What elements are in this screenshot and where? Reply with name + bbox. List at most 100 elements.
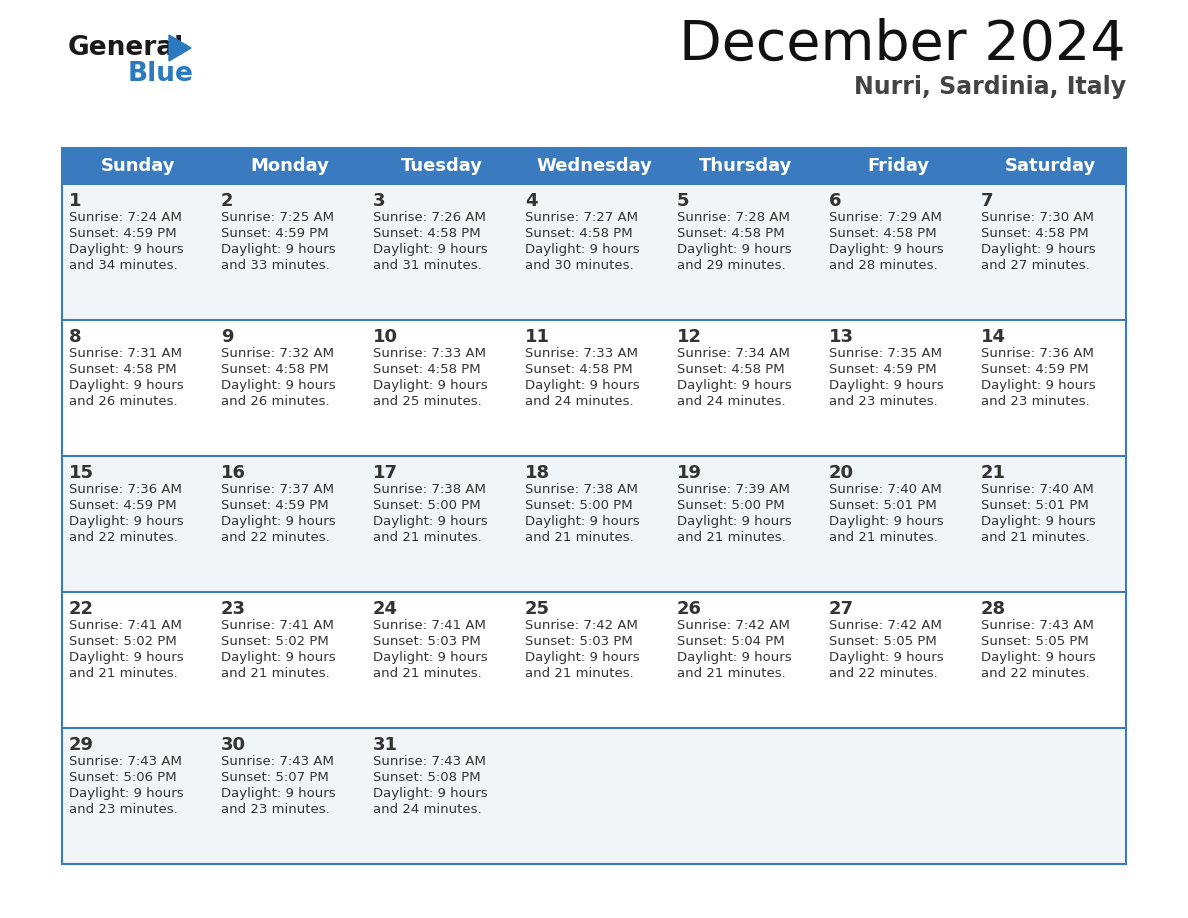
Text: and 26 minutes.: and 26 minutes. [69,395,178,408]
Text: Sunset: 4:58 PM: Sunset: 4:58 PM [69,363,177,376]
Text: and 22 minutes.: and 22 minutes. [981,667,1089,680]
Text: Sunrise: 7:39 AM: Sunrise: 7:39 AM [677,483,790,496]
Polygon shape [169,35,191,61]
Text: Sunset: 5:02 PM: Sunset: 5:02 PM [69,635,177,648]
Text: Thursday: Thursday [700,157,792,175]
Text: Sunset: 4:59 PM: Sunset: 4:59 PM [69,499,177,512]
Text: Daylight: 9 hours: Daylight: 9 hours [829,379,943,392]
Text: Sunset: 5:00 PM: Sunset: 5:00 PM [525,499,633,512]
Text: Sunset: 4:58 PM: Sunset: 4:58 PM [373,363,481,376]
Text: Sunrise: 7:43 AM: Sunrise: 7:43 AM [221,755,334,768]
Text: 11: 11 [525,328,550,346]
Text: 5: 5 [677,192,689,210]
Text: 22: 22 [69,600,94,618]
Text: Daylight: 9 hours: Daylight: 9 hours [373,787,487,800]
Text: Sunset: 4:58 PM: Sunset: 4:58 PM [677,363,784,376]
Text: 23: 23 [221,600,246,618]
Text: Sunset: 4:58 PM: Sunset: 4:58 PM [677,227,784,240]
Text: Sunset: 4:59 PM: Sunset: 4:59 PM [981,363,1088,376]
Text: 24: 24 [373,600,398,618]
Text: Daylight: 9 hours: Daylight: 9 hours [525,379,639,392]
Text: and 30 minutes.: and 30 minutes. [525,259,633,272]
Text: Daylight: 9 hours: Daylight: 9 hours [373,379,487,392]
Text: and 22 minutes.: and 22 minutes. [829,667,937,680]
Text: Daylight: 9 hours: Daylight: 9 hours [677,515,791,528]
Text: Daylight: 9 hours: Daylight: 9 hours [981,243,1095,256]
Text: Sunrise: 7:38 AM: Sunrise: 7:38 AM [525,483,638,496]
Text: Sunrise: 7:42 AM: Sunrise: 7:42 AM [525,619,638,632]
Text: Daylight: 9 hours: Daylight: 9 hours [525,515,639,528]
Text: 21: 21 [981,464,1006,482]
Text: 7: 7 [981,192,993,210]
Text: Sunrise: 7:31 AM: Sunrise: 7:31 AM [69,347,182,360]
Bar [62,456,1126,592]
Text: Daylight: 9 hours: Daylight: 9 hours [525,243,639,256]
Bar [62,728,1126,864]
Text: Sunrise: 7:32 AM: Sunrise: 7:32 AM [221,347,334,360]
Text: Sunset: 5:03 PM: Sunset: 5:03 PM [373,635,481,648]
Text: Daylight: 9 hours: Daylight: 9 hours [221,379,336,392]
Text: and 31 minutes.: and 31 minutes. [373,259,482,272]
Text: and 21 minutes.: and 21 minutes. [677,531,785,544]
Text: and 21 minutes.: and 21 minutes. [373,531,482,544]
Text: Sunrise: 7:28 AM: Sunrise: 7:28 AM [677,211,790,224]
Text: 13: 13 [829,328,854,346]
Text: Daylight: 9 hours: Daylight: 9 hours [69,379,184,392]
Text: Sunrise: 7:36 AM: Sunrise: 7:36 AM [69,483,182,496]
Text: 15: 15 [69,464,94,482]
Text: Sunset: 5:05 PM: Sunset: 5:05 PM [829,635,937,648]
Text: 16: 16 [221,464,246,482]
Text: 19: 19 [677,464,702,482]
Text: and 22 minutes.: and 22 minutes. [221,531,330,544]
Text: and 24 minutes.: and 24 minutes. [373,803,481,816]
Text: Sunrise: 7:38 AM: Sunrise: 7:38 AM [373,483,486,496]
Text: Sunset: 5:02 PM: Sunset: 5:02 PM [221,635,329,648]
Text: 17: 17 [373,464,398,482]
Text: and 28 minutes.: and 28 minutes. [829,259,937,272]
Text: Sunset: 4:58 PM: Sunset: 4:58 PM [829,227,936,240]
Text: 1: 1 [69,192,82,210]
Text: and 21 minutes.: and 21 minutes. [677,667,785,680]
Text: Daylight: 9 hours: Daylight: 9 hours [829,651,943,664]
Text: Saturday: Saturday [1004,157,1095,175]
Bar [62,592,1126,728]
Text: 31: 31 [373,736,398,754]
Text: Sunset: 4:58 PM: Sunset: 4:58 PM [373,227,481,240]
Text: Daylight: 9 hours: Daylight: 9 hours [981,379,1095,392]
Text: Sunrise: 7:41 AM: Sunrise: 7:41 AM [373,619,486,632]
Text: and 26 minutes.: and 26 minutes. [221,395,329,408]
Text: Sunset: 4:59 PM: Sunset: 4:59 PM [69,227,177,240]
Text: 12: 12 [677,328,702,346]
Text: Daylight: 9 hours: Daylight: 9 hours [373,515,487,528]
Text: Nurri, Sardinia, Italy: Nurri, Sardinia, Italy [854,75,1126,99]
Text: Sunrise: 7:40 AM: Sunrise: 7:40 AM [981,483,1094,496]
Text: and 34 minutes.: and 34 minutes. [69,259,178,272]
Text: Daylight: 9 hours: Daylight: 9 hours [373,243,487,256]
Text: Sunset: 5:07 PM: Sunset: 5:07 PM [221,771,329,784]
Text: Daylight: 9 hours: Daylight: 9 hours [221,787,336,800]
Text: and 21 minutes.: and 21 minutes. [373,667,482,680]
Text: and 23 minutes.: and 23 minutes. [69,803,178,816]
Text: Daylight: 9 hours: Daylight: 9 hours [221,515,336,528]
Text: 18: 18 [525,464,550,482]
Text: Sunrise: 7:25 AM: Sunrise: 7:25 AM [221,211,334,224]
Bar [62,320,1126,456]
Text: Sunrise: 7:26 AM: Sunrise: 7:26 AM [373,211,486,224]
Text: Sunset: 5:01 PM: Sunset: 5:01 PM [981,499,1088,512]
Text: Sunrise: 7:36 AM: Sunrise: 7:36 AM [981,347,1094,360]
Text: and 21 minutes.: and 21 minutes. [525,667,633,680]
Text: Sunset: 4:58 PM: Sunset: 4:58 PM [221,363,329,376]
Text: 2: 2 [221,192,234,210]
Text: Sunset: 4:58 PM: Sunset: 4:58 PM [981,227,1088,240]
Text: Sunset: 5:05 PM: Sunset: 5:05 PM [981,635,1088,648]
Text: Daylight: 9 hours: Daylight: 9 hours [677,243,791,256]
Text: Daylight: 9 hours: Daylight: 9 hours [829,243,943,256]
Text: Sunset: 4:59 PM: Sunset: 4:59 PM [221,227,329,240]
Text: Sunrise: 7:33 AM: Sunrise: 7:33 AM [525,347,638,360]
Text: Sunrise: 7:29 AM: Sunrise: 7:29 AM [829,211,942,224]
Text: and 23 minutes.: and 23 minutes. [981,395,1089,408]
Text: 9: 9 [221,328,234,346]
Text: Sunrise: 7:43 AM: Sunrise: 7:43 AM [981,619,1094,632]
Text: Daylight: 9 hours: Daylight: 9 hours [69,515,184,528]
Text: Tuesday: Tuesday [402,157,484,175]
